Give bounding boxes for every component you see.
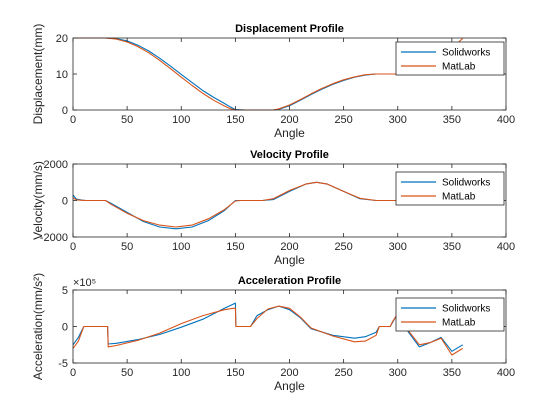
x-tick-label: 400: [497, 367, 515, 379]
y-axis-label: Displacement(mm): [31, 24, 45, 125]
chart-2: 0 50 100 150 200 250 300 350 400-505Acceleration…: [31, 273, 515, 393]
y-exponent-label: ×10⁵: [73, 277, 96, 289]
legend: Solidworks MatLab: [395, 297, 505, 332]
legend-entry-solidworks: Solidworks: [442, 304, 490, 315]
y-tick-label: -5: [58, 358, 68, 370]
x-tick-label: 50: [121, 241, 133, 253]
x-tick-label: 350: [443, 367, 461, 379]
x-tick-label: 100: [172, 241, 190, 253]
x-tick-label: 350: [443, 241, 461, 253]
x-tick-label: 0: [70, 241, 76, 253]
x-tick-label: 50: [121, 367, 133, 379]
legend-entry-solidworks: Solidworks: [442, 178, 490, 189]
legend-entry-solidworks: Solidworks: [442, 48, 490, 59]
y-tick-label: 0: [62, 105, 68, 117]
y-axis-label: Acceleration(mm/s²): [31, 273, 45, 380]
x-tick-label: 100: [172, 367, 190, 379]
y-tick-label: 5: [62, 285, 68, 297]
y-tick-label: 2000: [44, 159, 68, 171]
chart-title: Acceleration Profile: [238, 275, 341, 287]
legend: Solidworks MatLab: [395, 171, 505, 206]
legend-box: [395, 297, 505, 332]
x-tick-label: 200: [280, 114, 298, 126]
x-axis-label: Angle: [274, 379, 305, 393]
x-tick-label: 150: [226, 367, 244, 379]
legend: Solidworks MatLab: [395, 41, 505, 76]
x-tick-label: 50: [121, 114, 133, 126]
x-tick-label: 250: [334, 114, 352, 126]
x-axis-label: Angle: [274, 126, 305, 140]
legend-entry-matlab: MatLab: [442, 62, 476, 73]
x-tick-label: 350: [443, 114, 461, 126]
legend-box: [395, 41, 505, 76]
x-tick-label: 150: [226, 114, 244, 126]
series-line-matlab: [72, 181, 463, 228]
x-tick-label: 200: [280, 241, 298, 253]
x-tick-label: 0: [70, 367, 76, 379]
y-tick-label: 10: [56, 69, 68, 81]
legend-entry-matlab: MatLab: [442, 192, 476, 203]
x-tick-label: 400: [497, 114, 515, 126]
x-axis-label: Angle: [274, 253, 305, 267]
x-tick-label: 150: [226, 241, 244, 253]
legend-entry-matlab: MatLab: [442, 318, 476, 329]
x-tick-label: 250: [334, 367, 352, 379]
x-tick-label: 100: [172, 114, 190, 126]
y-axis-label: Velocity(mm/s): [31, 161, 45, 240]
y-tick-label: -2000: [40, 232, 68, 244]
chart-1: 0 50 100 150 200 250 300 350 400-200002000Veloci…: [31, 149, 515, 267]
x-tick-label: 300: [389, 114, 407, 126]
legend-box: [395, 171, 505, 206]
y-tick-label: 20: [56, 33, 68, 45]
x-tick-label: 250: [334, 241, 352, 253]
x-tick-label: 200: [280, 367, 298, 379]
x-tick-label: 300: [389, 367, 407, 379]
x-tick-label: 400: [497, 241, 515, 253]
chart-title: Velocity Profile: [250, 149, 329, 161]
x-tick-label: 0: [70, 114, 76, 126]
chart-title: Displacement Profile: [235, 23, 344, 35]
y-tick-label: 0: [62, 196, 68, 208]
chart-0: 0 50 100 150 200 250 300 350 400 0 10 20 Displacemen…: [31, 23, 515, 140]
y-tick-label: 0: [62, 322, 68, 334]
x-tick-label: 300: [389, 241, 407, 253]
